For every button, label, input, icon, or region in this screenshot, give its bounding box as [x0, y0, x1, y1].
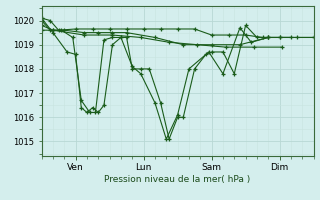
X-axis label: Pression niveau de la mer( hPa ): Pression niveau de la mer( hPa ) [104, 175, 251, 184]
